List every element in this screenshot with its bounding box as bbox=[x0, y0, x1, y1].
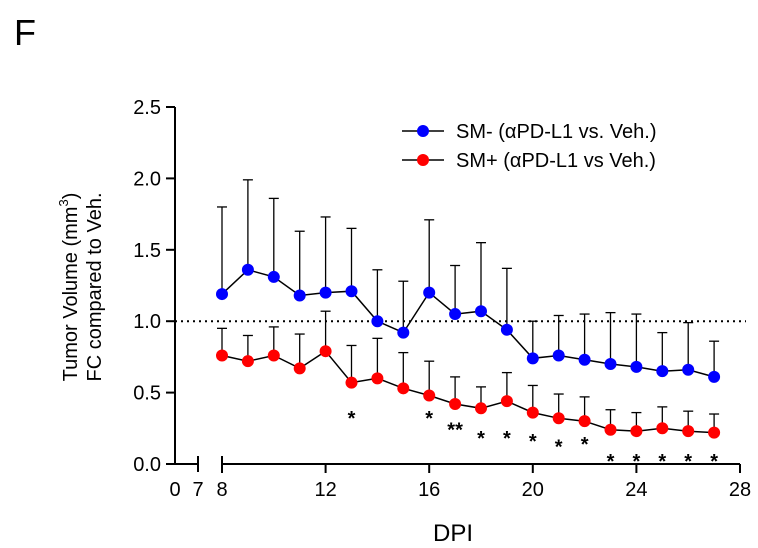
legend-item-sm-minus-label: SM- (αPD-L1 vs. Veh.) bbox=[456, 121, 657, 143]
sm-minus-line bbox=[221, 268, 715, 378]
x-axis-title: DPI bbox=[433, 520, 473, 547]
y-axis-title-line1: Tumor Volume (mm3) bbox=[56, 193, 82, 382]
sm-minus-point bbox=[241, 263, 254, 276]
y-tick-label: 2.5 bbox=[133, 97, 161, 119]
y-axis-title-main: Tumor Volume (mm bbox=[60, 207, 82, 382]
significance-asterisk: ** bbox=[447, 420, 463, 442]
x-tick-label: 28 bbox=[729, 479, 751, 501]
x-break-tick-label: 7 bbox=[192, 479, 203, 501]
sm-minus-point bbox=[449, 308, 462, 321]
series-points bbox=[216, 263, 721, 439]
legend-item-sm-minus: SM- (αPD-L1 vs. Veh.) bbox=[402, 121, 657, 143]
significance-asterisk: * bbox=[555, 437, 563, 459]
sm-minus-point bbox=[475, 305, 487, 318]
sm-plus-point bbox=[604, 423, 617, 436]
significance-asterisk: * bbox=[529, 431, 537, 453]
sm-minus-point bbox=[578, 353, 591, 366]
sm-plus-point bbox=[267, 349, 280, 362]
significance-asterisk: * bbox=[348, 408, 356, 430]
x-break-tick-label: 0 bbox=[169, 479, 180, 501]
error-bars bbox=[217, 179, 720, 433]
sm-plus-point bbox=[241, 355, 254, 368]
sm-plus-point bbox=[578, 415, 591, 428]
y-axis-title-close: ) bbox=[60, 193, 82, 200]
y-tick-label: 0.0 bbox=[133, 454, 161, 476]
y-tick-label: 1.5 bbox=[133, 240, 161, 262]
sm-plus-point bbox=[449, 398, 462, 411]
x-tick-label: 24 bbox=[625, 479, 647, 501]
legend: SM- (αPD-L1 vs. Veh.) SM+ (αPD-L1 vs Veh.… bbox=[402, 121, 657, 172]
legend-item-sm-plus-label: SM+ (αPD-L1 vs Veh.) bbox=[456, 150, 656, 172]
sm-plus-point bbox=[216, 349, 228, 362]
sm-plus-point bbox=[552, 412, 565, 425]
sm-plus-point bbox=[293, 362, 306, 375]
y-axis-title: Tumor Volume (mm3) FC compared to Veh. bbox=[56, 193, 106, 382]
significance-asterisk: * bbox=[477, 428, 485, 450]
y-tick-label: 0.5 bbox=[133, 383, 161, 405]
significance-asterisk: * bbox=[710, 451, 718, 473]
sm-plus-point bbox=[397, 382, 410, 395]
y-axis-title-line2: FC compared to Veh. bbox=[84, 193, 106, 382]
sm-minus-point bbox=[267, 270, 280, 283]
sm-minus-point bbox=[682, 363, 695, 376]
legend-item-sm-plus: SM+ (αPD-L1 vs Veh.) bbox=[402, 150, 656, 172]
ticks: 0.0 0.5 1.0 1.5 2.0 2.5 8 12 16 20 24 28 0 7 bbox=[133, 97, 751, 501]
significance-asterisk: * bbox=[581, 434, 589, 456]
x-tick-label: 16 bbox=[418, 479, 440, 501]
sm-plus-point bbox=[682, 425, 695, 438]
panel-label: F bbox=[14, 12, 36, 53]
sm-minus-point bbox=[708, 370, 721, 383]
sm-minus-point bbox=[423, 286, 436, 299]
sm-minus-point bbox=[371, 315, 384, 328]
y-axis-title-superscript: 3 bbox=[56, 199, 71, 206]
x-tick-label: 8 bbox=[216, 479, 227, 501]
sm-minus-point bbox=[500, 323, 513, 336]
significance-asterisk: * bbox=[607, 451, 615, 473]
sm-plus-point bbox=[500, 395, 513, 408]
sm-plus-point bbox=[526, 406, 539, 419]
sm-plus-point bbox=[475, 402, 487, 415]
sm-plus-point bbox=[656, 422, 669, 435]
sm-plus-point bbox=[708, 426, 721, 439]
significance-asterisk: * bbox=[633, 451, 641, 473]
sm-plus-point bbox=[345, 376, 358, 389]
sm-minus-point bbox=[319, 286, 332, 299]
sm-minus-point bbox=[656, 365, 669, 378]
sm-plus-point bbox=[319, 345, 332, 358]
legend-item-sm-minus-marker bbox=[417, 125, 429, 137]
significance-asterisk: * bbox=[684, 451, 692, 473]
sm-minus-point bbox=[397, 326, 410, 339]
sm-plus-point bbox=[630, 425, 643, 438]
significance-asterisk: * bbox=[425, 408, 433, 430]
x-tick-label: 12 bbox=[314, 479, 336, 501]
significance-asterisk: * bbox=[658, 451, 666, 473]
sm-minus-point bbox=[293, 289, 306, 302]
sm-minus-point bbox=[526, 352, 539, 365]
sm-plus-point bbox=[423, 389, 436, 402]
y-tick-label: 1.0 bbox=[133, 311, 161, 333]
significance-annotations: * *** * * * * ** * * * * bbox=[348, 408, 719, 473]
y-tick-label: 2.0 bbox=[133, 168, 161, 190]
sm-minus-point bbox=[345, 285, 358, 298]
sm-minus-point bbox=[604, 358, 617, 371]
sm-minus-point bbox=[216, 288, 228, 301]
significance-asterisk: * bbox=[503, 428, 511, 450]
sm-minus-point bbox=[630, 360, 643, 373]
sm-minus-point bbox=[552, 349, 565, 362]
x-tick-label: 20 bbox=[522, 479, 544, 501]
sm-plus-point bbox=[371, 372, 384, 385]
legend-item-sm-plus-marker bbox=[417, 154, 429, 166]
